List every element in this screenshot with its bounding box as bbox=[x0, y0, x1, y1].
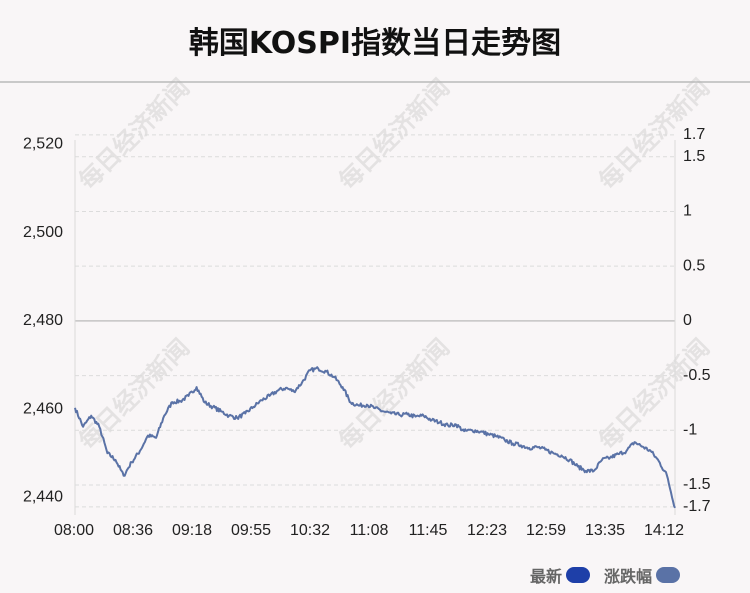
x-tick-1: 08:36 bbox=[113, 522, 153, 539]
y-left-tick-0: 2,440 bbox=[23, 489, 63, 506]
watermark-4: 每日经济新闻 bbox=[333, 333, 455, 455]
y-right-tick-0: -1.7 bbox=[683, 498, 711, 515]
x-tick-7: 12:23 bbox=[467, 522, 507, 539]
y-right-tick-6: 1 bbox=[683, 203, 692, 220]
chart-axes bbox=[74, 140, 676, 515]
y-axis-left-labels: 2,440 2,460 2,480 2,500 2,520 bbox=[23, 136, 63, 506]
y-right-tick-3: -0.5 bbox=[683, 367, 711, 384]
y-left-tick-3: 2,500 bbox=[23, 224, 63, 241]
x-tick-9: 13:35 bbox=[585, 522, 625, 539]
legend-swatch-change bbox=[656, 567, 681, 583]
x-tick-0: 08:00 bbox=[54, 522, 94, 539]
watermark-0: 每日经济新闻 bbox=[73, 73, 195, 195]
legend: 最新 涨跌幅 bbox=[530, 563, 681, 587]
y-right-tick-1: -1.5 bbox=[683, 476, 711, 493]
x-tick-5: 11:08 bbox=[350, 522, 389, 539]
x-tick-8: 12:59 bbox=[526, 522, 566, 539]
y-axis-right-labels: -1.7 -1.5 -1 -0.5 0 0.5 1 1.5 1.7 bbox=[683, 126, 711, 515]
title-divider bbox=[0, 81, 750, 83]
x-tick-2: 09:18 bbox=[172, 522, 212, 539]
legend-label-latest: 最新 bbox=[530, 567, 563, 586]
y-right-tick-5: 0.5 bbox=[683, 257, 705, 274]
y-right-tick-4: 0 bbox=[683, 312, 692, 329]
chart-title: 韩国KOSPI指数当日走势图 bbox=[188, 26, 562, 61]
y-left-tick-4: 2,520 bbox=[23, 136, 63, 153]
watermark-1: 每日经济新闻 bbox=[333, 73, 455, 195]
legend-swatch-latest bbox=[566, 567, 591, 583]
x-tick-3: 09:55 bbox=[231, 522, 271, 539]
x-tick-6: 11:45 bbox=[409, 522, 448, 539]
x-axis-labels: 08:00 08:36 09:18 09:55 10:32 11:08 11:45 12:23… bbox=[54, 522, 684, 539]
legend-item-latest[interactable]: 最新 bbox=[530, 563, 591, 587]
x-tick-10: 14:12 bbox=[644, 522, 684, 539]
series-layer bbox=[74, 366, 676, 509]
watermark-3: 每日经济新闻 bbox=[73, 333, 195, 455]
y-left-tick-2: 2,480 bbox=[23, 312, 63, 329]
y-right-tick-7: 1.5 bbox=[683, 148, 705, 165]
grid-lines bbox=[75, 134, 675, 508]
y-left-tick-1: 2,460 bbox=[23, 400, 63, 417]
series-line-latest bbox=[74, 366, 676, 509]
y-right-tick-2: -1 bbox=[683, 422, 697, 439]
x-tick-4: 10:32 bbox=[290, 522, 330, 539]
legend-item-change[interactable]: 涨跌幅 bbox=[604, 563, 681, 587]
y-right-tick-8: 1.7 bbox=[683, 126, 705, 143]
legend-label-change: 涨跌幅 bbox=[604, 567, 653, 586]
